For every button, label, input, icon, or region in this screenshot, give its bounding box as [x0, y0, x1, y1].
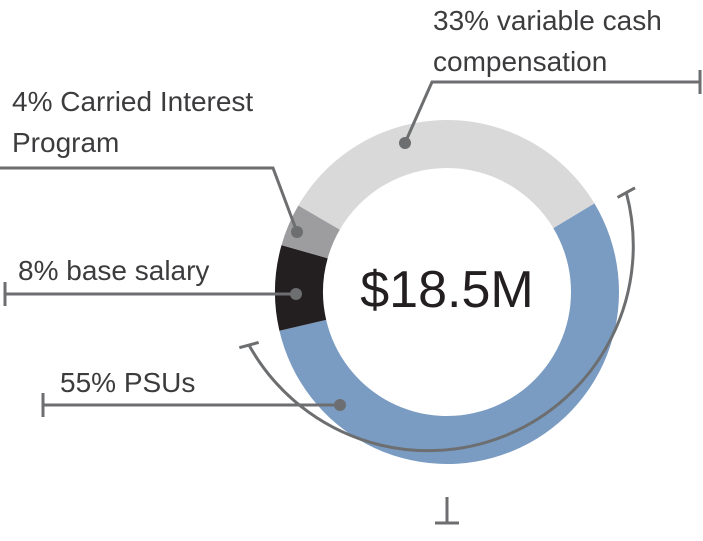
donut-segment: [279, 203, 619, 464]
bracket-cap: [238, 341, 260, 350]
category-label: variable cash compensation: [433, 5, 662, 77]
value-label: 55%: [60, 367, 117, 398]
segment-label: 8% base salary: [18, 250, 318, 291]
leader-dot: [334, 399, 346, 411]
value-label: 8%: [18, 255, 59, 286]
leader-dot: [290, 288, 302, 300]
segment-label: 55% PSUs: [60, 362, 360, 403]
donut-segment: [275, 245, 328, 331]
donut-segment: [298, 119, 595, 230]
category-label: Carried Interest Program: [12, 86, 254, 158]
category-label: base salary: [66, 255, 210, 286]
leader-line: [0, 166, 299, 233]
segment-label: 33% variable cash compensation: [433, 0, 701, 82]
leader-line: [403, 80, 700, 144]
bracket-arc: [247, 192, 635, 453]
leader-lines: [0, 70, 702, 417]
bracket-cap: [616, 186, 636, 199]
value-label: 4%: [12, 86, 53, 117]
donut-segment: [281, 205, 340, 259]
segments: [275, 119, 619, 464]
center-label: $18.5M: [360, 261, 534, 319]
category-label: PSUs: [123, 367, 196, 398]
bracket: [238, 186, 636, 525]
segment-label: 4% Carried Interest Program: [12, 81, 302, 163]
leader-dot: [399, 137, 411, 149]
value-label: 33%: [433, 5, 490, 36]
leader-dot: [291, 226, 303, 238]
